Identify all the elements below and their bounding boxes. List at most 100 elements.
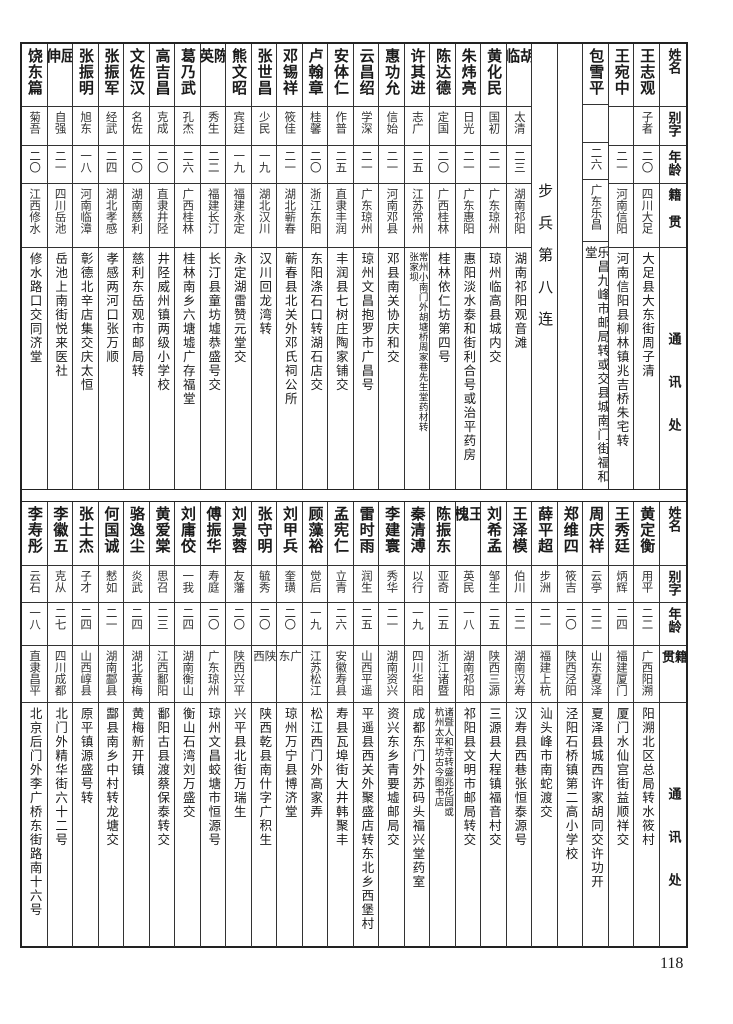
age-cell: 二六 [328, 603, 353, 646]
name-text: 张振明 [76, 48, 95, 96]
name-text: 陈达德 [434, 48, 453, 96]
address-text: 琼州文昌抱罗市广昌号 [359, 252, 375, 392]
age-text: 二一 [614, 150, 629, 173]
address-cell: 湖南祁阳观音滩 [507, 248, 532, 489]
age-cell: 一九 [251, 146, 277, 184]
origin-cell: 四川大足 [634, 184, 659, 248]
age-text: 一八 [461, 607, 476, 630]
name-text: 张世昌 [255, 48, 274, 96]
name-text: 葛乃武 [178, 48, 197, 96]
address-text: 井陉威州镇两级小学校 [155, 252, 171, 392]
origin-text: 广东惠阳 [461, 188, 476, 234]
name-cell: 顾藻裕 [302, 502, 328, 566]
age-cell: 二〇 [149, 146, 175, 184]
name-cell: 朱炜亮 [455, 44, 481, 107]
roster-column: 周庆祥 云亭 二二 山东夏泽 夏泽县城西许家胡同交许功开 [582, 502, 608, 947]
address-cell: 祁阳县文明市邮局转交 [456, 703, 481, 947]
name-cell: 胡临 [506, 44, 532, 107]
age-cell: 二二 [200, 146, 226, 184]
address-text: 原平镇源盛号转 [78, 707, 94, 805]
alias-cell: 立青 [328, 566, 353, 603]
origin-cell: 福建上杭 [532, 646, 557, 703]
name-cell: 张世昌 [251, 44, 277, 107]
origin-cell: 江西鄱阳 [149, 646, 175, 703]
name-cell: 王泽模 [506, 502, 532, 566]
address-cell: 琼州文昌蛟塘市恒源号 [201, 703, 226, 947]
origin-cell: 广东琼州 [481, 184, 506, 248]
name-cell: 包雪平 [583, 44, 608, 105]
origin-cell: 广东乐昌 [583, 180, 608, 242]
name-cell: 黄爱棠 [149, 502, 175, 566]
address-cell: 寿县瓦埠街大井韩聚丰 [328, 703, 353, 947]
age-text: 二二 [589, 607, 604, 630]
alias-text: 一我 [181, 570, 196, 593]
alias-cell: 少民 [251, 107, 277, 146]
alias-cell: 炳辉 [608, 566, 634, 603]
address-text: 兴平县北街万瑞生 [231, 707, 247, 819]
address-cell: 惠阳淡水泰和街利合号或治平药房 [456, 248, 481, 489]
alias-cell: 秀华 [379, 566, 404, 603]
address-cell: 琼州万宁县博济堂 [277, 703, 302, 947]
alias-cell: 经武 [98, 107, 124, 146]
name-text: 邓锡祥 [281, 48, 300, 96]
origin-text: 广西桂林 [436, 188, 451, 234]
age-cell: 二一 [481, 146, 506, 184]
roster-column: 王宛中 二一 河南信阳 河南信阳县柳林镇兆吉桥朱宅转 [607, 44, 634, 489]
name-cell: 张守明 [251, 502, 277, 566]
alias-cell: 筱吉 [557, 566, 583, 603]
address-text: 资兴东乡青要墟邮局交 [384, 707, 400, 847]
roster-column: 熊文昭 宾廷 一九 福建永定 永定湖雷赞元堂交 [225, 44, 251, 489]
name-text: 张守明 [255, 506, 274, 554]
age-cell: 二〇 [277, 603, 302, 646]
age-cell: 二〇 [430, 146, 455, 184]
origin-cell: 江西修水 [22, 184, 47, 248]
origin-cell: 直隶井陉 [149, 184, 175, 248]
address-text: 北京后门外李广桥东街路南十六号 [27, 707, 43, 917]
origin-cell: 山西平遥 [353, 646, 379, 703]
name-text: 张振军 [102, 48, 121, 96]
age-cell: 二〇 [302, 146, 328, 184]
alias-text: 觉后 [308, 570, 323, 593]
age-text: 二一 [283, 150, 298, 173]
header-cell: 通讯处 [660, 248, 686, 489]
roster-column: 张世昌 少民 一九 湖北汉川 汉川回龙湾转 [250, 44, 277, 489]
name-cell: 郑维四 [557, 502, 583, 566]
age-text: 二四 [181, 607, 196, 630]
name-cell: 云昌绍 [353, 44, 379, 107]
name-cell: 李徽五 [47, 502, 73, 566]
address-text: 桂林依仁坊第四号 [435, 252, 451, 364]
alias-text: 克成 [155, 111, 170, 134]
address-cell: 井陉威州镇两级小学校 [150, 248, 175, 489]
header-label: 姓名 [665, 48, 681, 74]
address-cell: 丰润县七树庄陶家铺交 [328, 248, 353, 489]
alias-text: 思召 [155, 570, 170, 593]
name-cell: 骆逸尘 [124, 502, 149, 566]
age-cell: 二二 [583, 603, 608, 646]
name-cell: 许其进 [404, 44, 430, 107]
header-label: 姓名 [665, 506, 681, 532]
name-text: 包雪平 [587, 48, 606, 96]
age-cell: 二一 [353, 146, 379, 184]
origin-cell: 四川岳池 [47, 184, 73, 248]
origin-text: 广东琼州 [359, 188, 374, 234]
alias-text: 步洲 [538, 570, 553, 593]
origin-cell: 湖南酃县 [98, 646, 124, 703]
origin-cell: 安徽寿县 [328, 646, 353, 703]
name-text: 王槐 [455, 506, 481, 538]
alias-text: 亚奇 [436, 570, 451, 593]
age-text: 二四 [130, 607, 145, 630]
header-cell: 别字 [660, 107, 686, 146]
name-text: 刘庸佼 [178, 506, 197, 554]
age-text: 二七 [53, 607, 68, 630]
alias-text: 信始 [385, 111, 400, 134]
roster-column: 王志观 子者 二〇 四川大足 大足县大东街周子清 [633, 44, 659, 489]
name-cell: 熊文昭 [226, 44, 251, 107]
name-cell: 李建寰 [379, 502, 404, 566]
alias-text: 子者 [640, 111, 655, 134]
name-cell: 雷时雨 [353, 502, 379, 566]
address-text: 彰德北辛店集交庆太恒 [78, 252, 94, 392]
address-cell: 酃县南乡中村转龙塘交 [99, 703, 124, 947]
age-cell: 二五 [481, 603, 506, 646]
address-text: 琼州万宁县博济堂 [282, 707, 298, 819]
origin-cell: 四川成都 [47, 646, 73, 703]
